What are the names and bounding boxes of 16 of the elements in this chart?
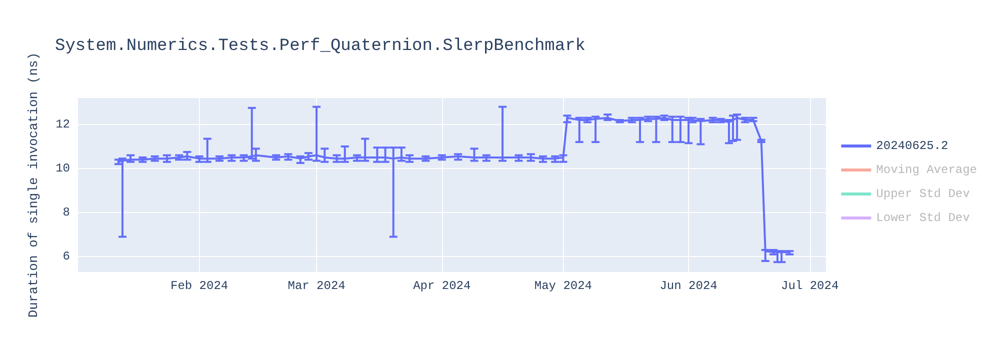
x-tick-label: Feb 2024: [170, 279, 228, 293]
legend-label: 20240625.2: [876, 139, 948, 153]
x-tick-label: Jul 2024: [781, 279, 839, 293]
legend-label: Moving Average: [876, 163, 978, 177]
y-tick-label: 6: [62, 250, 70, 264]
y-tick-label: 12: [56, 117, 70, 132]
x-tick-label: May 2024: [534, 279, 592, 293]
y-axis-title: Duration of single invocation (ns): [26, 52, 41, 318]
legend-label: Upper Std Dev: [876, 187, 970, 201]
y-tick-label: 10: [56, 161, 70, 176]
x-tick-label: Jun 2024: [660, 279, 718, 293]
x-tick-label: Mar 2024: [288, 279, 346, 293]
x-tick-label: Apr 2024: [413, 279, 471, 293]
legend-label: Lower Std Dev: [876, 211, 970, 225]
chart-title: System.Numerics.Tests.Perf_Quaternion.SlerpBenchmark: [55, 37, 586, 56]
y-tick-label: 8: [62, 206, 70, 220]
